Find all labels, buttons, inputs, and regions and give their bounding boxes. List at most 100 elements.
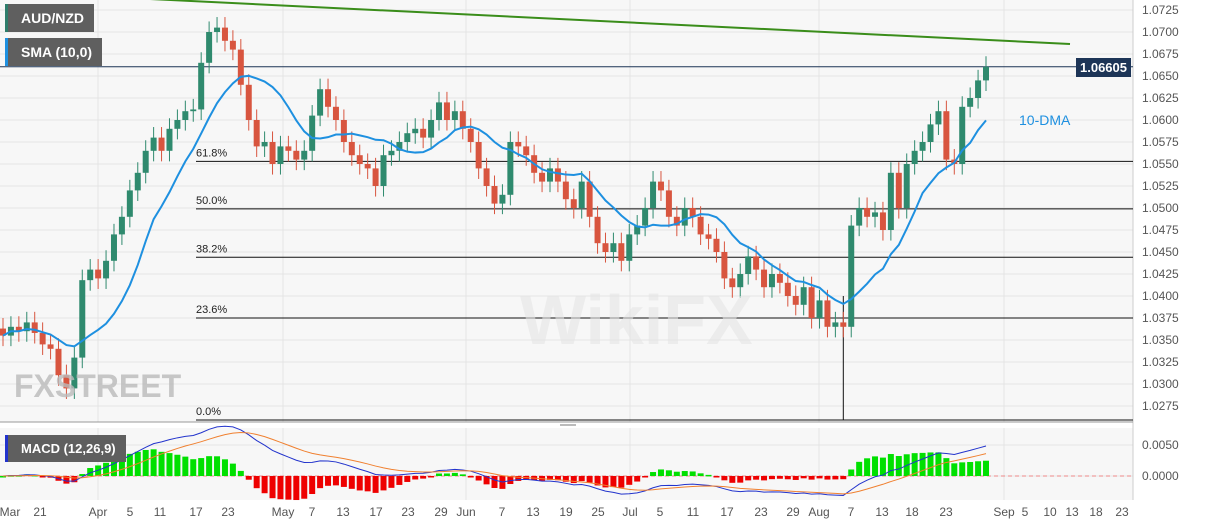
x-tick-label: 11 <box>154 505 167 519</box>
macd-histogram-bar <box>729 476 736 483</box>
symbol-label[interactable]: AUD/NZD <box>5 4 94 32</box>
candle-body <box>539 172 546 182</box>
candle-body <box>864 208 871 217</box>
macd-histogram-bar <box>174 454 181 476</box>
candle-body <box>943 111 950 160</box>
candle-body <box>174 120 181 129</box>
x-tick-label: 13 <box>1065 505 1079 519</box>
macd-histogram-bar <box>713 476 720 478</box>
candle-body <box>293 150 300 160</box>
candle-body <box>713 238 720 252</box>
x-tick-label: 18 <box>1089 505 1103 519</box>
macd-histogram-bar <box>475 476 482 481</box>
candle-body <box>388 150 395 156</box>
x-tick-label: 23 <box>939 505 953 519</box>
macd-histogram-bar <box>261 476 268 494</box>
sma-label[interactable]: SMA (10,0) <box>5 38 103 66</box>
macd-histogram-bar <box>166 453 173 476</box>
candle-body <box>761 269 768 288</box>
candle-body <box>325 89 332 107</box>
candle-body <box>935 111 942 125</box>
candle-body <box>309 115 316 151</box>
macd-histogram-bar <box>190 459 197 476</box>
candle-body <box>467 128 474 142</box>
macd-histogram-bar <box>277 476 284 500</box>
x-tick-label: 5 <box>657 505 664 519</box>
candle-body <box>491 186 498 204</box>
fxstreet-watermark: FXSTREET <box>14 368 182 404</box>
macd-histogram-bar <box>150 449 157 476</box>
x-tick-label: 10 <box>1043 505 1057 519</box>
candle-body <box>515 142 522 147</box>
macd-histogram-bar <box>681 471 688 476</box>
macd-histogram-bar <box>808 476 815 480</box>
candle-body <box>31 322 38 333</box>
macd-histogram-bar <box>158 451 165 476</box>
candle-body <box>586 181 593 217</box>
macd-histogram-bar <box>142 449 149 476</box>
macd-histogram-bar <box>792 476 799 480</box>
macd-histogram-bar <box>301 476 308 499</box>
macd-histogram-bar <box>459 474 466 476</box>
candle-body <box>784 282 791 296</box>
candle-body <box>15 326 22 332</box>
macd-histogram-bar <box>872 456 879 476</box>
candle-body <box>872 212 879 217</box>
candle-body <box>737 274 744 288</box>
macd-histogram-bar <box>983 460 989 476</box>
candle-body <box>396 142 403 151</box>
x-tick-label: 7 <box>499 505 506 519</box>
macd-histogram-bar <box>800 476 807 479</box>
macd-histogram-bar <box>959 462 966 476</box>
y-tick-label: 1.0525 <box>1142 179 1179 193</box>
x-tick-label: 21 <box>33 505 47 519</box>
candle-body <box>182 111 189 120</box>
candle-body <box>340 120 347 142</box>
candle-body <box>229 40 236 50</box>
candle-body <box>348 142 355 156</box>
candle-body <box>705 234 712 239</box>
macd-histogram-bar <box>721 476 728 481</box>
x-tick-label: Jun <box>456 505 475 519</box>
x-tick-label: 17 <box>720 505 734 519</box>
macd-histogram-bar <box>214 456 221 476</box>
macd-histogram-bar <box>745 476 752 481</box>
candle-body <box>237 49 244 85</box>
y-tick-label: 1.0650 <box>1142 69 1179 83</box>
macd-histogram-bar <box>404 476 411 482</box>
macd-histogram-bar <box>911 453 918 476</box>
x-tick-label: 13 <box>526 505 540 519</box>
macd-histogram-bar <box>919 452 926 476</box>
candle-body <box>523 146 530 156</box>
x-tick-label: Sep <box>993 505 1015 519</box>
x-tick-label: 29 <box>786 505 800 519</box>
macd-histogram-bar <box>340 476 347 487</box>
x-tick-label: 17 <box>189 505 203 519</box>
y-tick-label: 1.0325 <box>1142 355 1179 369</box>
macd-histogram-bar <box>206 456 213 476</box>
macd-histogram-bar <box>879 457 886 476</box>
candle-body <box>546 168 553 182</box>
resistance-trendline <box>149 0 1071 45</box>
macd-histogram-bar <box>895 456 902 476</box>
candle-body <box>745 256 752 274</box>
candle-body <box>420 128 427 138</box>
macd-histogram-bar <box>864 458 871 476</box>
last-price-tag: 1.06605 <box>1076 58 1131 77</box>
candle-body <box>602 243 609 252</box>
macd-histogram-bar <box>832 476 839 480</box>
dma-annotation: 10-DMA <box>1019 112 1071 128</box>
candle-body <box>919 142 926 151</box>
macd-histogram-bar <box>610 476 617 488</box>
macd-histogram-bar <box>642 476 649 478</box>
candle-body <box>594 216 601 244</box>
macd-histogram-bar <box>412 476 419 480</box>
macd-histogram-bar <box>348 476 355 489</box>
candle-body <box>372 168 379 186</box>
macd-label[interactable]: MACD (12,26,9) <box>5 435 126 462</box>
macd-histogram-bar <box>221 459 228 476</box>
macd-histogram-bar <box>848 469 855 476</box>
candle-body <box>301 150 308 160</box>
macd-line <box>2 425 987 496</box>
x-tick-label: 25 <box>591 505 605 519</box>
